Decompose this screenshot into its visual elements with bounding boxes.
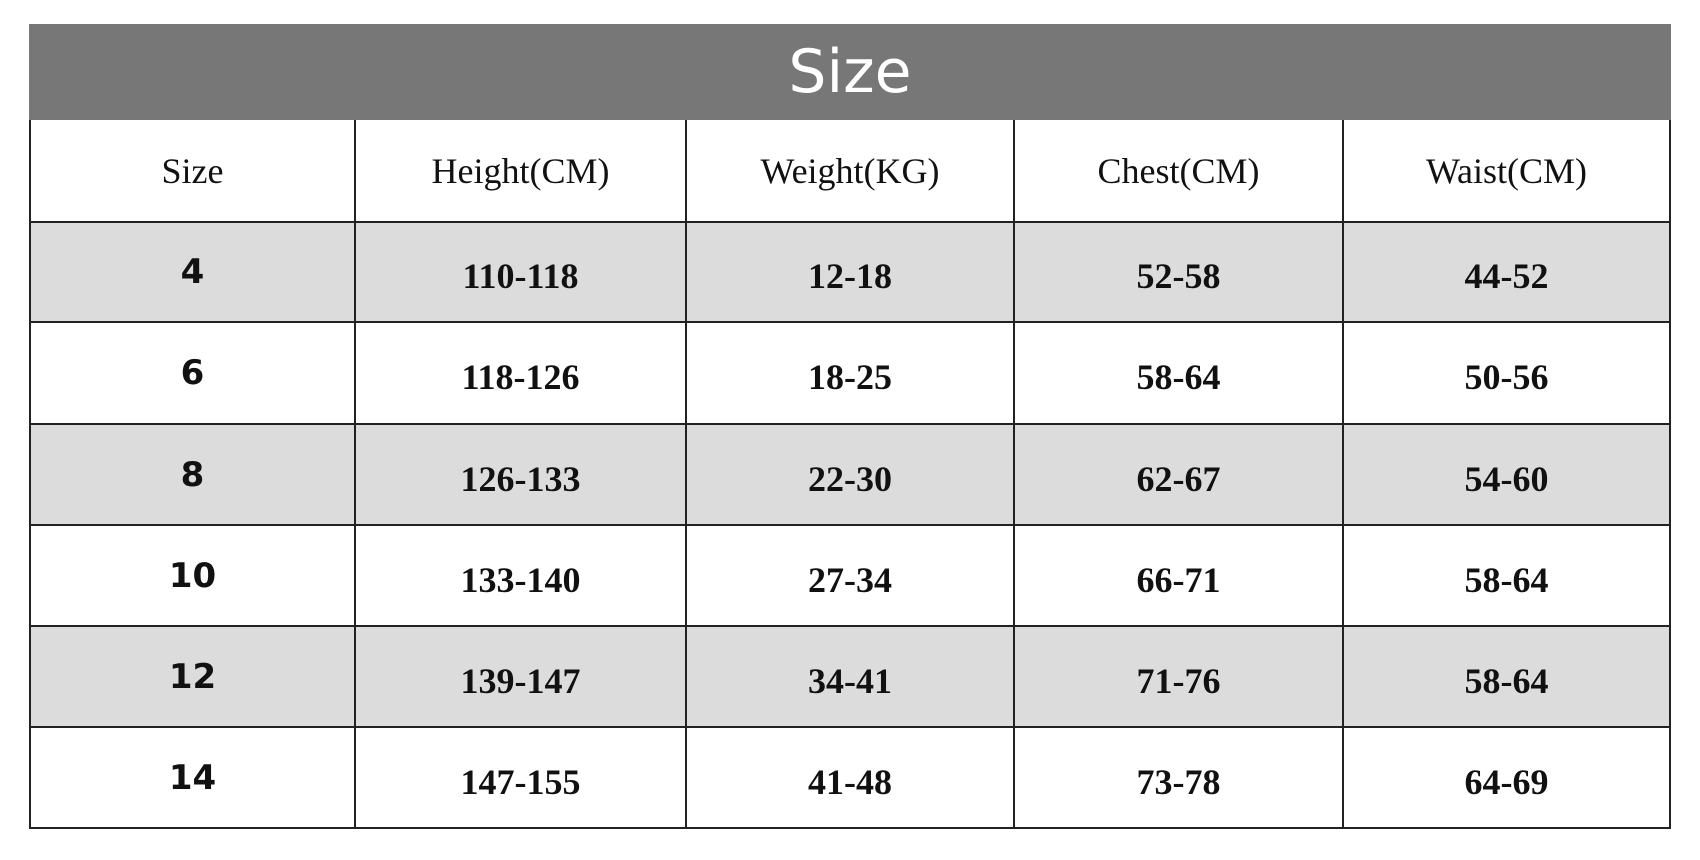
size-cell: 14 (29, 728, 356, 829)
value-cell: 147-155 (356, 728, 687, 829)
value-cell: 52-58 (1015, 223, 1344, 323)
value-cell: 133-140 (356, 526, 687, 627)
value-cell: 62-67 (1015, 425, 1344, 526)
value-cell: 58-64 (1344, 526, 1671, 627)
value-cell: 64-69 (1344, 728, 1671, 829)
value-cell: 110-118 (356, 223, 687, 323)
value-cell: 58-64 (1015, 323, 1344, 425)
header-cell: Weight(KG) (687, 120, 1015, 223)
size-cell: 12 (29, 627, 356, 728)
value-cell: 44-52 (1344, 223, 1671, 323)
value-cell: 73-78 (1015, 728, 1344, 829)
value-cell: 126-133 (356, 425, 687, 526)
size-cell: 10 (29, 526, 356, 627)
value-cell: 139-147 (356, 627, 687, 728)
value-cell: 58-64 (1344, 627, 1671, 728)
value-cell: 18-25 (687, 323, 1015, 425)
value-cell: 50-56 (1344, 323, 1671, 425)
value-cell: 54-60 (1344, 425, 1671, 526)
value-cell: 22-30 (687, 425, 1015, 526)
header-cell: Size (29, 120, 356, 223)
value-cell: 34-41 (687, 627, 1015, 728)
value-cell: 66-71 (1015, 526, 1344, 627)
value-cell: 71-76 (1015, 627, 1344, 728)
header-cell: Chest(CM) (1015, 120, 1344, 223)
size-cell: 6 (29, 323, 356, 425)
value-cell: 118-126 (356, 323, 687, 425)
value-cell: 27-34 (687, 526, 1015, 627)
size-cell: 4 (29, 223, 356, 323)
table-title: Size (29, 24, 1671, 120)
header-cell: Waist(CM) (1344, 120, 1671, 223)
value-cell: 41-48 (687, 728, 1015, 829)
value-cell: 12-18 (687, 223, 1015, 323)
header-cell: Height(CM) (356, 120, 687, 223)
size-cell: 8 (29, 425, 356, 526)
